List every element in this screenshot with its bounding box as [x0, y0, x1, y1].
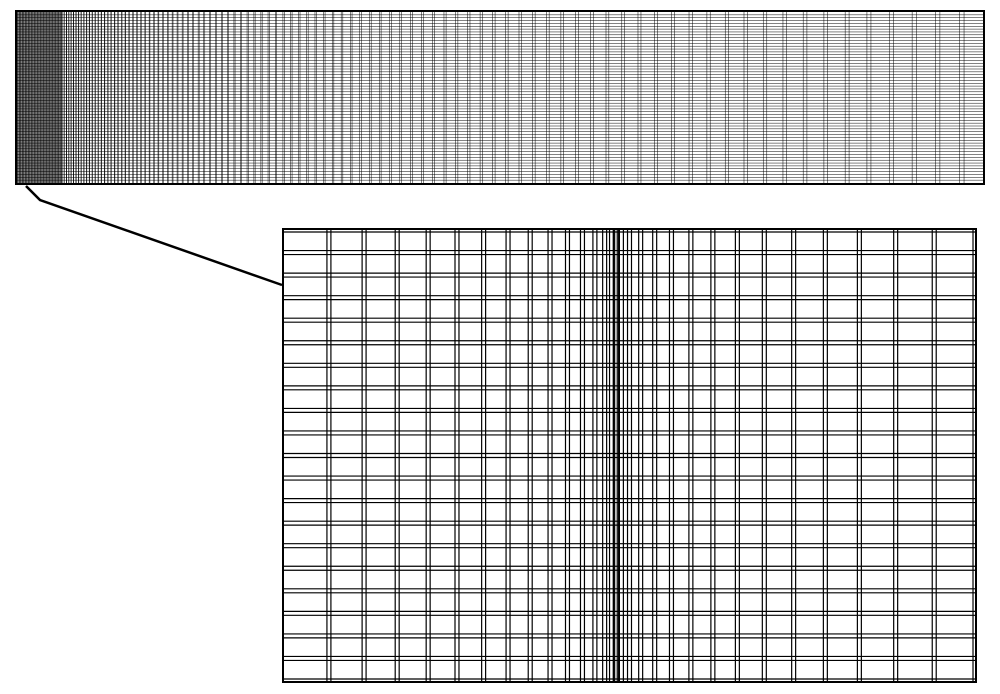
top-mesh-grid: [17, 12, 983, 183]
top-mesh-overview: [15, 10, 985, 185]
detail-mesh-grid: [284, 230, 975, 681]
detail-mesh-zoom: [282, 228, 977, 683]
figure-canvas: [0, 0, 1000, 694]
